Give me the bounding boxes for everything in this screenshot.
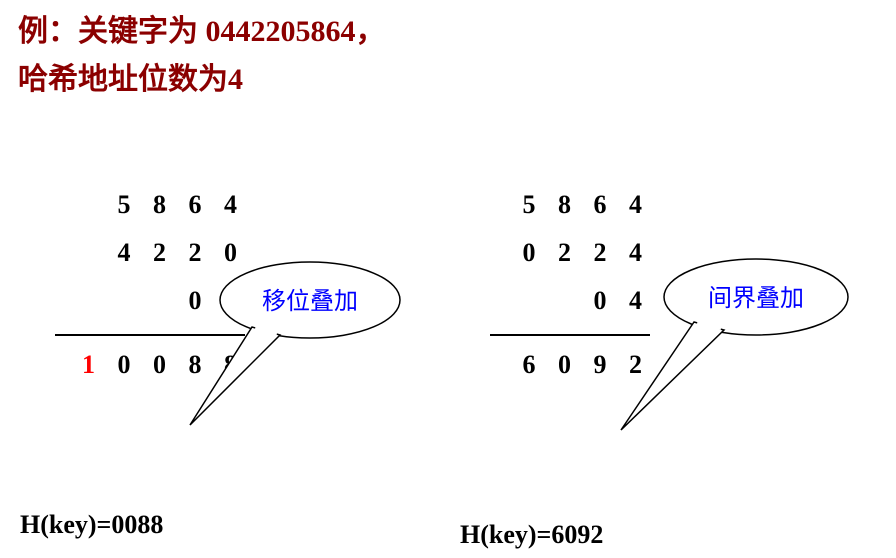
left-row-3: 0 4 bbox=[55, 286, 245, 316]
right-result-row: 6 0 9 2 bbox=[490, 350, 650, 380]
example-title: 例：关键字为 0442205864， 哈希地址位数为4 bbox=[18, 8, 386, 104]
left-result-row: 1 0 0 8 8 bbox=[55, 350, 245, 380]
right-row-2: 0 2 2 4 bbox=[490, 238, 650, 268]
left-carry-digit: 1 bbox=[82, 350, 103, 379]
right-hkey: H(key)=6092 bbox=[460, 520, 603, 550]
boundary-fold-label: 间界叠加 bbox=[708, 285, 804, 312]
left-row-2: 4 2 2 0 bbox=[55, 238, 245, 268]
right-calc-block: 5 8 6 4 0 2 2 4 0 4 6 0 9 2 bbox=[490, 190, 650, 380]
shift-fold-label: 移位叠加 bbox=[262, 288, 358, 315]
left-hkey: H(key)=0088 bbox=[20, 510, 163, 540]
title-line-2: 哈希地址位数为4 bbox=[18, 63, 243, 96]
left-sum-line bbox=[55, 334, 245, 336]
right-sum: 6 0 9 2 bbox=[523, 350, 651, 379]
right-row-1: 5 8 6 4 bbox=[490, 190, 650, 220]
right-row-3: 0 4 bbox=[490, 286, 650, 316]
left-calc-block: 5 8 6 4 4 2 2 0 0 4 1 0 0 8 8 bbox=[55, 190, 245, 380]
right-sum-line bbox=[490, 334, 650, 336]
left-row-1: 5 8 6 4 bbox=[55, 190, 245, 220]
left-sum-rest: 0 0 8 8 bbox=[103, 350, 245, 379]
title-line-1: 例：关键字为 0442205864， bbox=[18, 15, 386, 48]
